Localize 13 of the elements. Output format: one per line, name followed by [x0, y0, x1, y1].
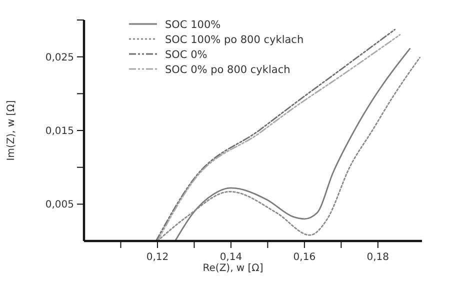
y-tick-label: 0,005 — [45, 200, 74, 211]
x-tick-label: 0,16 — [293, 252, 316, 263]
legend-label: SOC 100% — [165, 19, 221, 31]
legend-label: SOC 100% po 800 cyklach — [165, 34, 304, 46]
y-tick-label: 0,025 — [45, 52, 74, 64]
x-tick-label: 0,18 — [366, 252, 390, 263]
x-tick-label: 0,14 — [220, 252, 242, 263]
legend-label: SOC 0% — [165, 49, 208, 61]
y-axis-title: Im(Z), w [Ω] — [6, 100, 17, 161]
legend-label: SOC 0% po 800 cyklach — [165, 64, 290, 76]
x-tick-label: 0,12 — [146, 252, 169, 263]
y-tick-label: 0,015 — [45, 126, 74, 137]
x-axis-title: Re(Z), w [Ω] — [202, 263, 264, 274]
